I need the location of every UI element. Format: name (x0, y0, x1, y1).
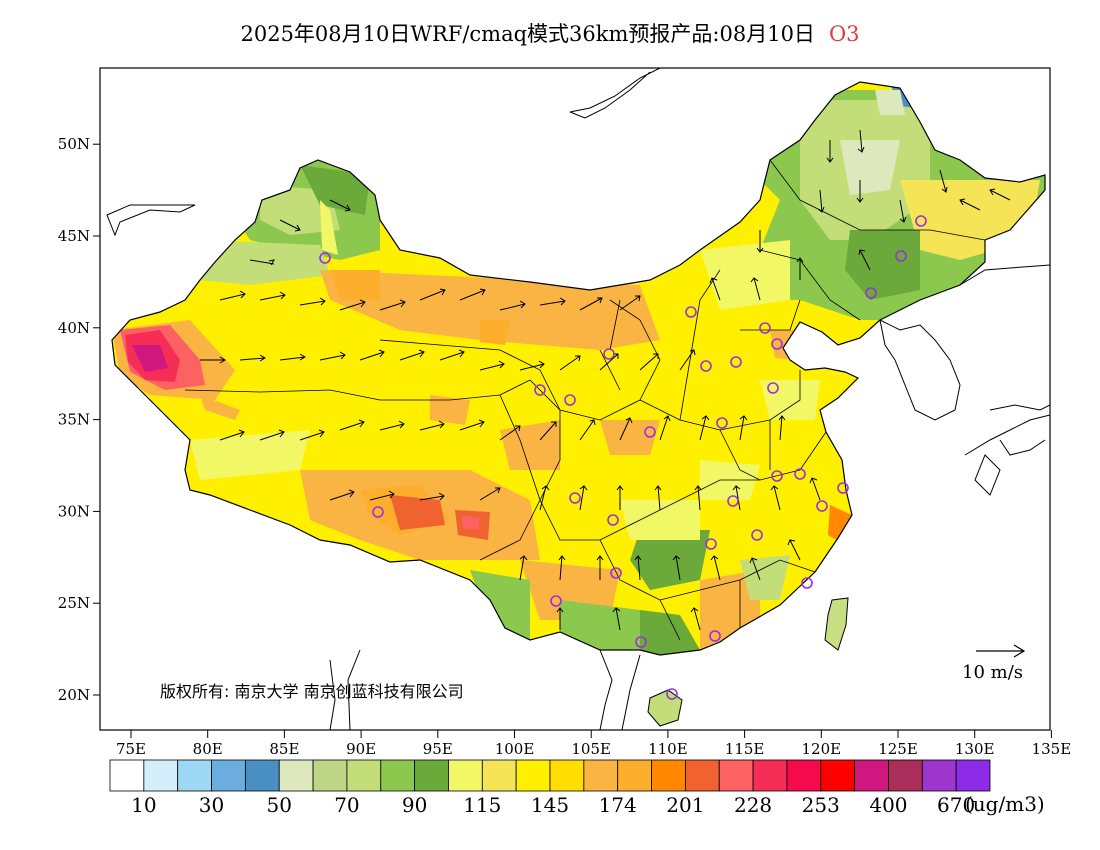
lat-tick-label: 20N (58, 686, 90, 704)
neighbor-coastlines (106, 68, 1050, 730)
colorbar-label: 201 (666, 793, 704, 817)
lon-tick-label: 90E (346, 740, 376, 758)
lon-tick-label: 115E (725, 740, 765, 758)
lon-tick-label: 105E (571, 740, 611, 758)
colorbar-swatch (786, 759, 822, 792)
colorbar-labels: 10 30 50 70 90 115 145 174 201 228 253 400 670 (131, 793, 975, 817)
lat-tick-label: 30N (58, 502, 90, 520)
colorbar-swatch (177, 759, 212, 792)
colorbar-swatch (414, 759, 449, 792)
colorbar-swatch (752, 759, 788, 792)
lon-tick-label: 100E (495, 740, 535, 758)
colorbar-swatch (109, 759, 145, 792)
wind-reference: 10 m/s (962, 644, 1026, 683)
lon-tick-label: 75E (116, 740, 146, 758)
colorbar-swatch (211, 759, 246, 792)
colorbar-label: 90 (402, 793, 427, 817)
china-border (111, 81, 1046, 656)
colorbar (109, 759, 991, 792)
colorbar-swatch (549, 759, 585, 792)
title-species: O3 (828, 22, 860, 46)
lon-tick-label: 125E (878, 740, 918, 758)
colorbar-label: 670 (937, 793, 975, 817)
colorbar-swatch (617, 759, 652, 792)
colorbar-swatch (921, 759, 957, 792)
lat-tick-label: 40N (58, 319, 90, 337)
colorbar-label: 115 (463, 793, 501, 817)
longitude-axis: 75E 80E 85E 90E 95E 100E 105E 110E 115E 120E 125E 1… (116, 730, 1071, 758)
lat-tick-label: 50N (58, 135, 90, 153)
lon-tick-label: 85E (269, 740, 299, 758)
colorbar-swatch (143, 759, 179, 792)
lon-tick-label: 110E (648, 740, 688, 758)
station-markers (319, 215, 927, 700)
colorbar-swatch (854, 759, 889, 792)
lon-tick-label: 135E (1032, 740, 1072, 758)
copyright-text: 版权所有: 南京大学 南京创蓝科技有限公司 (160, 682, 464, 701)
colorbar-label: 253 (802, 793, 840, 817)
lat-tick-label: 45N (58, 227, 90, 245)
lon-tick-label: 120E (802, 740, 842, 758)
lat-tick-label: 25N (58, 594, 90, 612)
title-main: 2025年08月10日WRF/cmaq模式36km预报产品:08月10日 (240, 22, 815, 46)
colorbar-swatch (651, 759, 686, 792)
colorbar-swatch (312, 759, 348, 792)
lat-tick-label: 35N (58, 411, 90, 429)
wind-reference-arrow-icon (976, 644, 1026, 658)
map-title: 2025年08月10日WRF/cmaq模式36km预报产品:08月10日 O3 (0, 18, 1100, 48)
colorbar-label: 400 (869, 793, 907, 817)
colorbar-label: 70 (334, 793, 359, 817)
colorbar-unit: (ug/m3) (965, 792, 1045, 816)
wind-vectors (200, 129, 1011, 631)
colorbar-swatch (346, 759, 382, 792)
colorbar-swatch (684, 759, 720, 792)
colorbar-swatch (888, 759, 923, 792)
colorbar-swatch (955, 759, 991, 792)
colorbar-label: 30 (199, 793, 224, 817)
colorbar-swatch (244, 759, 280, 792)
lon-tick-label: 95E (423, 740, 453, 758)
colorbar-swatch (515, 759, 551, 792)
lon-tick-label: 80E (193, 740, 223, 758)
colorbar-swatch (278, 759, 314, 792)
colorbar-swatch (718, 759, 754, 792)
colorbar-label: 10 (131, 793, 156, 817)
colorbar-label: 174 (599, 793, 637, 817)
colorbar-swatch (380, 759, 416, 792)
lon-tick-label: 130E (955, 740, 995, 758)
colorbar-label: 145 (531, 793, 569, 817)
colorbar-swatch (481, 759, 517, 792)
colorbar-swatch (448, 759, 483, 792)
colorbar-swatch (583, 759, 619, 792)
latitude-axis: 20N 25N 30N 35N 40N 45N 50N (58, 135, 100, 704)
wind-reference-label: 10 m/s (962, 662, 1023, 683)
colorbar-swatch (820, 759, 856, 792)
colorbar-label: 228 (734, 793, 772, 817)
colorbar-label: 50 (267, 793, 292, 817)
